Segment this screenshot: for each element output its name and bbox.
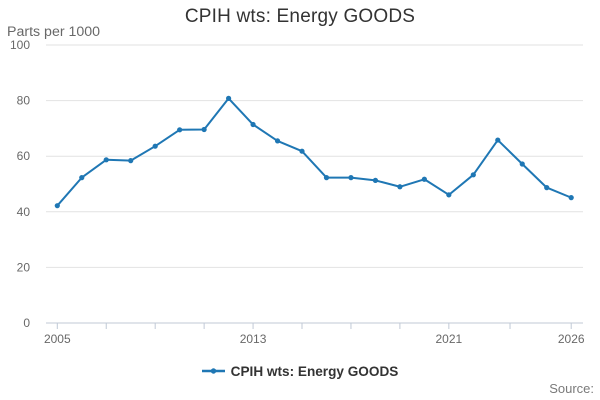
svg-text:100: 100 bbox=[10, 38, 30, 52]
svg-text:80: 80 bbox=[17, 94, 31, 108]
svg-text:20: 20 bbox=[17, 260, 31, 274]
svg-text:0: 0 bbox=[23, 316, 30, 330]
svg-text:2013: 2013 bbox=[240, 332, 267, 346]
svg-text:60: 60 bbox=[17, 149, 31, 163]
svg-text:40: 40 bbox=[17, 205, 31, 219]
svg-text:2005: 2005 bbox=[44, 332, 71, 346]
svg-text:2021: 2021 bbox=[435, 332, 462, 346]
svg-text:2026: 2026 bbox=[558, 332, 585, 346]
